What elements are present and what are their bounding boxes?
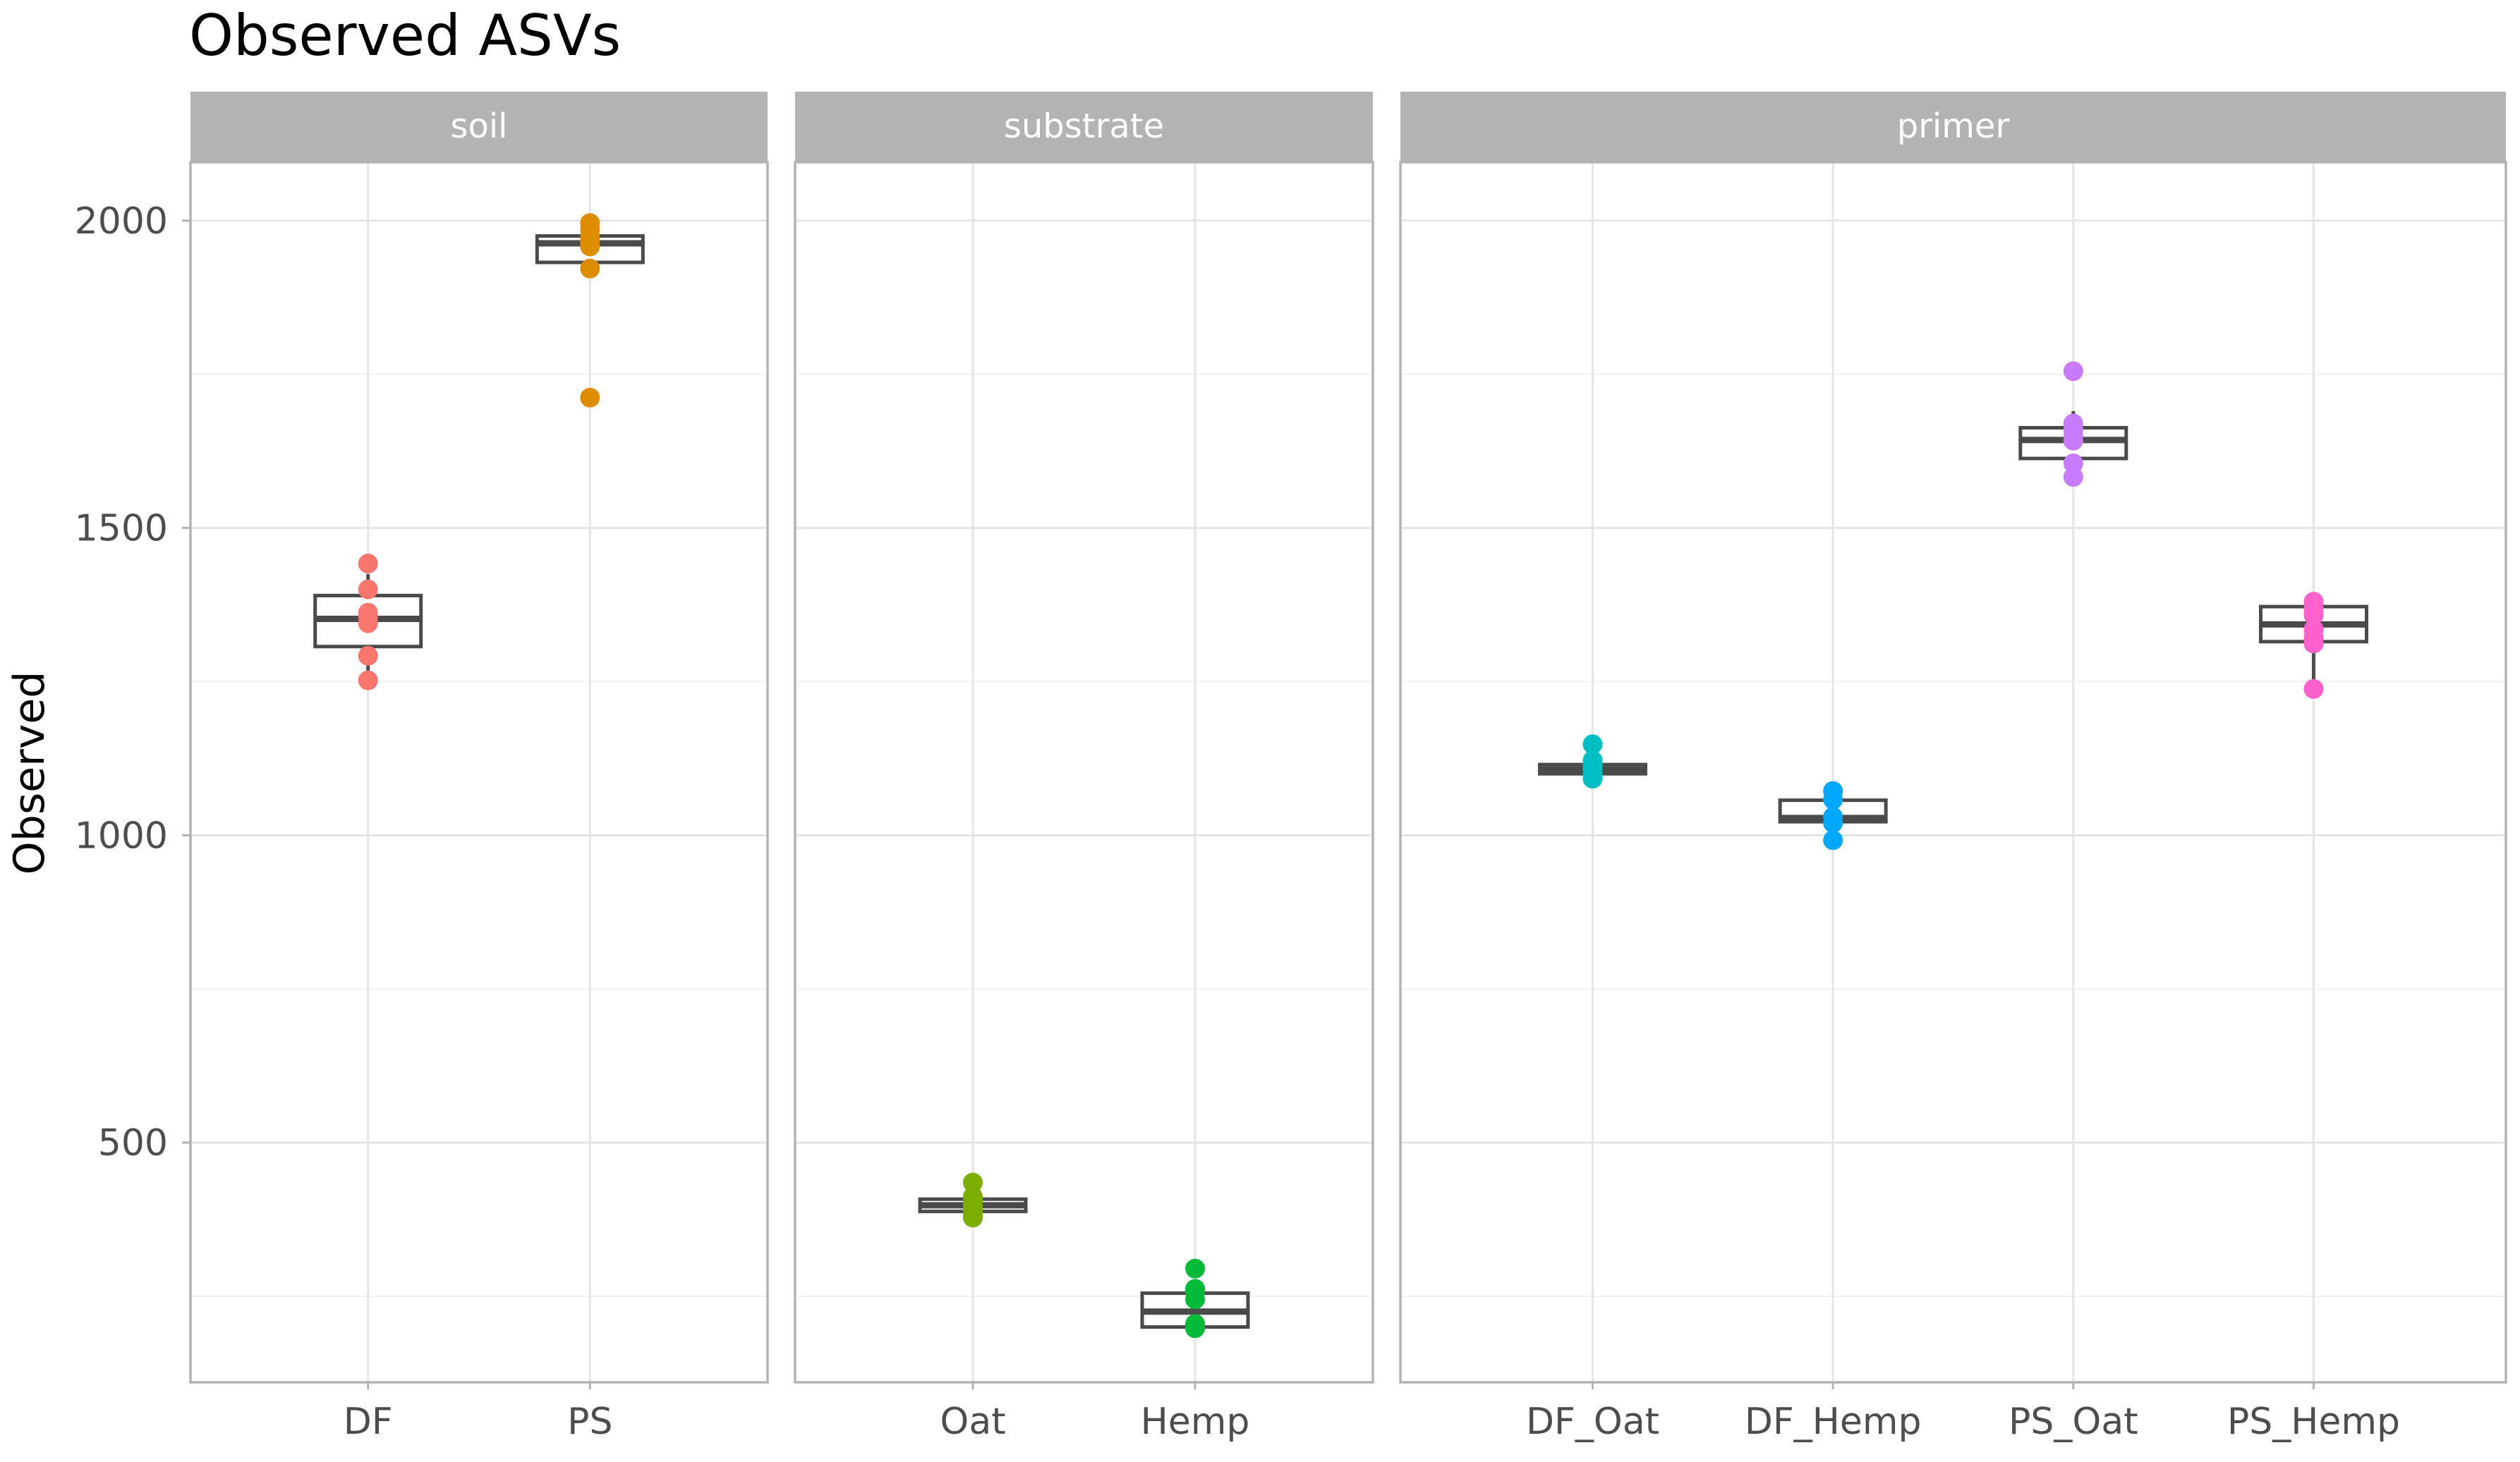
data-point — [358, 579, 378, 599]
category-PS_Oat: PS_Oat — [2009, 361, 2138, 1443]
data-point — [2303, 678, 2324, 699]
data-point — [2063, 467, 2083, 487]
strip-primer-background — [1400, 92, 2506, 162]
y-axis: 500 1000 1500 2000 — [75, 200, 190, 1164]
data-point — [1582, 750, 1603, 771]
data-point — [358, 602, 378, 623]
panel-substrate: substrate Oat Hemp — [794, 92, 1374, 1443]
x-tick-label: DF_Hemp — [1745, 1401, 1922, 1443]
data-point — [358, 670, 378, 690]
x-tick-label: PS — [567, 1401, 612, 1443]
strip-primer-label: primer — [1897, 106, 2010, 146]
y-tick-label: 2000 — [75, 200, 168, 243]
strip-soil-background — [190, 92, 768, 162]
x-tick-label: Hemp — [1141, 1401, 1250, 1443]
data-point — [1185, 1279, 1205, 1299]
category-DF: DF — [313, 554, 423, 1443]
strip-substrate-label: substrate — [1004, 106, 1164, 146]
category-PS: PS — [535, 213, 645, 1443]
data-point — [1823, 807, 1843, 827]
data-point — [2063, 453, 2083, 474]
strip-soil-label: soil — [450, 106, 507, 146]
category-DF_Hemp: DF_Hemp — [1745, 781, 1922, 1443]
panel-soil: soil DF PS — [189, 92, 769, 1443]
y-axis-title: Observed — [5, 671, 54, 875]
data-point — [1185, 1314, 1205, 1334]
data-point — [1823, 781, 1843, 801]
panel-primer: primer DF_Oat DF_Hemp PS_Oat PS_Hemp — [1399, 92, 2507, 1443]
data-point — [2303, 619, 2324, 640]
data-point — [963, 1186, 983, 1207]
category-Oat: Oat — [918, 1172, 1028, 1443]
data-point — [358, 554, 378, 574]
chart-title: Observed ASVs — [189, 3, 621, 68]
x-tick-label: PS_Hemp — [2227, 1401, 2400, 1443]
data-point — [2303, 592, 2324, 612]
y-tick-label: 500 — [98, 1122, 168, 1164]
category-DF_Oat: DF_Oat — [1526, 734, 1659, 1443]
x-tick-label: Oat — [940, 1401, 1005, 1443]
data-point — [580, 387, 600, 408]
data-point — [1823, 830, 1843, 851]
data-point — [358, 645, 378, 666]
data-point — [580, 213, 600, 233]
data-point — [1185, 1258, 1205, 1279]
data-point — [2063, 413, 2083, 434]
panels: soil DF PS substrate Oat Hemp primer DF_Oat DF_H… — [189, 92, 2507, 1443]
category-Hemp: Hemp — [1140, 1258, 1250, 1443]
x-tick-label: DF_Oat — [1526, 1401, 1659, 1443]
data-point — [963, 1172, 983, 1193]
data-point — [2063, 361, 2083, 382]
y-tick-label: 1500 — [75, 508, 168, 550]
panel-border — [794, 161, 1374, 1384]
panel-border — [189, 161, 769, 1384]
category-PS_Hemp: PS_Hemp — [2227, 592, 2400, 1443]
x-tick-label: DF — [344, 1401, 393, 1443]
x-tick-label: PS_Oat — [2009, 1401, 2138, 1443]
strip-substrate-background — [795, 92, 1373, 162]
panel-border — [1399, 161, 2507, 1384]
data-point — [580, 258, 600, 279]
data-point — [1582, 734, 1603, 755]
y-tick-label: 1000 — [75, 815, 168, 857]
